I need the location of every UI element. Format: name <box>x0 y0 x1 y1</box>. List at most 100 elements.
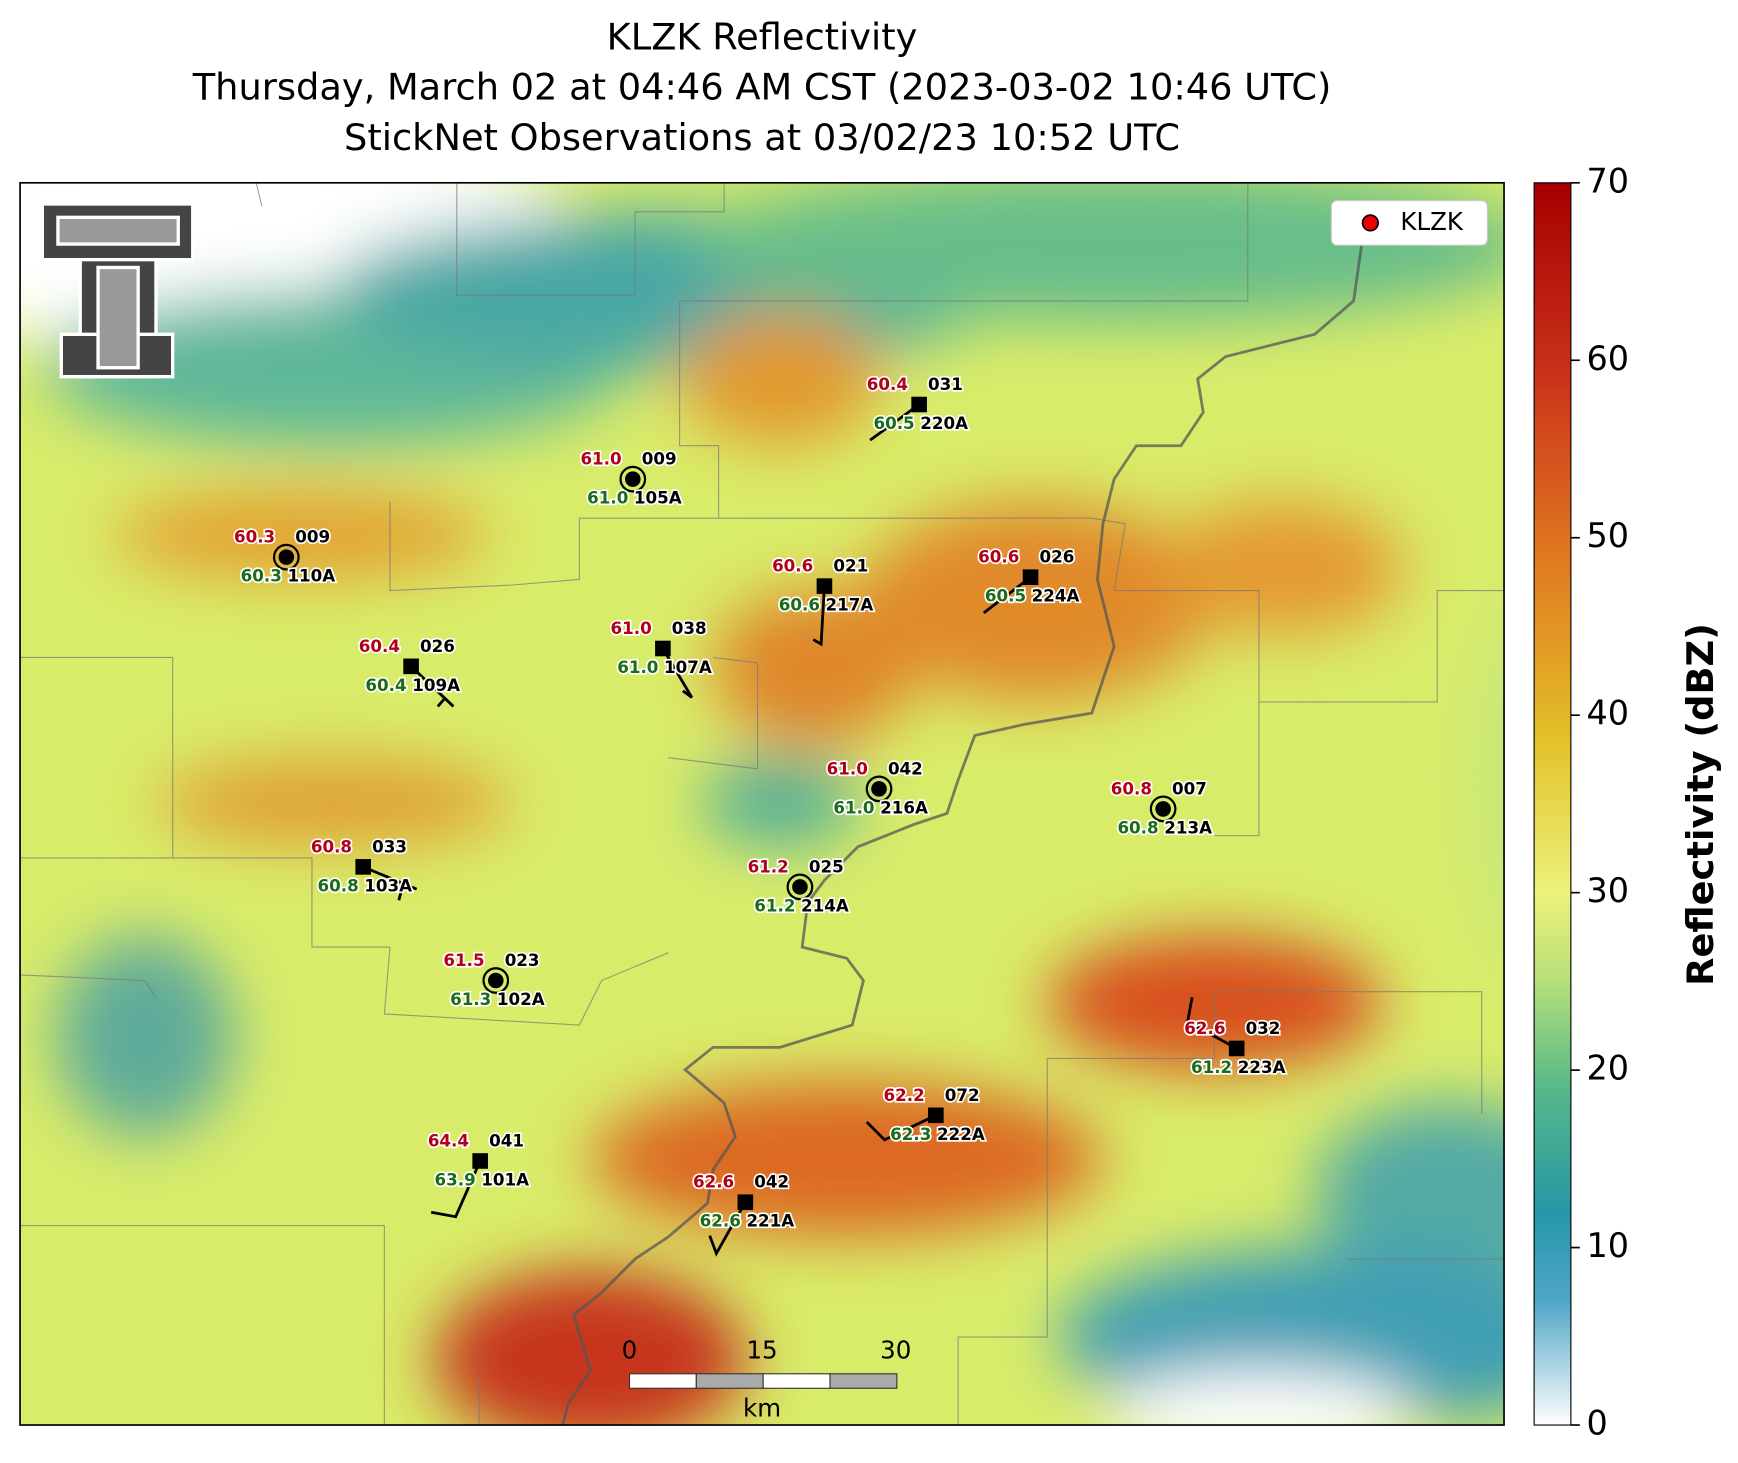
station-id: 213A <box>1164 817 1212 837</box>
station-id: 110A <box>287 566 335 586</box>
dewpoint: 60.5 <box>873 413 914 433</box>
dewpoint: 63.9 <box>435 1169 476 1189</box>
station-marker <box>655 640 671 657</box>
station-marker <box>482 967 510 994</box>
station-marker <box>865 775 893 803</box>
legend: KLZK <box>1330 200 1488 246</box>
station-marker <box>816 578 833 594</box>
station-marker <box>355 859 371 875</box>
scale-bar: 0 15 30 km <box>622 1335 912 1422</box>
temperature: 62.6 <box>693 1172 734 1192</box>
station-value: 038 <box>672 618 707 638</box>
dewpoint: 60.3 <box>241 566 282 586</box>
station-value: 026 <box>1039 547 1074 567</box>
temperature: 61.0 <box>827 758 868 778</box>
temperature: 60.4 <box>359 636 400 656</box>
temperature: 60.8 <box>1111 778 1152 798</box>
station-id: 216A <box>880 797 928 817</box>
colorbar-tick-label: 10 <box>1586 1226 1629 1265</box>
station-value: 033 <box>372 836 407 856</box>
wind-barb <box>1186 996 1238 1050</box>
subtitle: Thursday, March 02 at 04:46 AM CST (2023… <box>192 66 1332 109</box>
station-marker <box>278 549 295 565</box>
colorbar-tick-label: 20 <box>1586 1049 1629 1088</box>
colorbar-tick-label: 30 <box>1586 871 1629 910</box>
temperature: 61.2 <box>748 856 789 876</box>
temperature: 62.6 <box>1184 1018 1225 1038</box>
station-marker <box>619 465 647 493</box>
dewpoint: 62.6 <box>700 1211 741 1231</box>
dewpoint: 60.8 <box>318 875 359 895</box>
station-marker <box>871 781 887 797</box>
wind-barb <box>362 865 418 901</box>
station-id: 220A <box>920 413 968 433</box>
station-id: 102A <box>497 989 545 1009</box>
temperature: 61.0 <box>611 618 652 638</box>
station-marker <box>928 1107 944 1124</box>
wind-barb <box>865 1114 937 1142</box>
station-marker <box>625 471 641 487</box>
dewpoint: 61.2 <box>1191 1057 1232 1077</box>
dewpoint: 60.5 <box>985 586 1026 606</box>
station-marker <box>786 873 814 901</box>
station-value: 009 <box>642 449 677 469</box>
temperature: 61.5 <box>443 950 484 970</box>
dewpoint: 60.4 <box>365 675 406 695</box>
station-value: 009 <box>295 527 330 547</box>
scale-label: 15 <box>746 1335 777 1364</box>
wind-barb <box>869 403 920 442</box>
station-id: 109A <box>412 675 460 695</box>
temperature: 60.3 <box>234 527 275 547</box>
station-marker <box>403 658 419 675</box>
station-id: 224A <box>1032 586 1080 606</box>
station-value: 072 <box>945 1085 980 1105</box>
station-id: 223A <box>1238 1057 1286 1077</box>
map-frame <box>19 181 1505 1426</box>
dewpoint: 61.2 <box>754 895 795 915</box>
station-id: 214A <box>801 895 849 915</box>
wind-barb <box>661 647 694 699</box>
colorbar-tick-label: 70 <box>1586 161 1629 200</box>
station-value: 031 <box>928 374 963 394</box>
temperature: 60.6 <box>772 556 813 576</box>
station-value: 041 <box>489 1131 524 1151</box>
dewpoint: 62.3 <box>890 1124 931 1144</box>
station-id: 101A <box>481 1169 529 1189</box>
scale-label: 0 <box>622 1335 638 1364</box>
station-marker <box>792 879 808 895</box>
dewpoint: 61.0 <box>617 657 658 677</box>
station-value: 026 <box>420 636 455 656</box>
wind-barb <box>812 586 826 647</box>
station-value: 042 <box>754 1172 789 1192</box>
dewpoint: 60.8 <box>1117 817 1158 837</box>
station-marker <box>1155 801 1171 817</box>
station-id: 105A <box>634 488 682 508</box>
observation-time: StickNet Observations at 03/02/23 10:52 … <box>344 116 1180 159</box>
scale-label: 30 <box>880 1335 911 1364</box>
temperature: 60.8 <box>311 836 352 856</box>
colorbar-tick-label: 60 <box>1586 339 1629 378</box>
logo <box>40 202 195 379</box>
colorbar-tick-label: 40 <box>1586 694 1629 733</box>
temperature: 60.6 <box>978 547 1019 567</box>
dewpoint: 61.0 <box>587 488 628 508</box>
title: KLZK Reflectivity <box>607 16 918 59</box>
station-marker <box>272 543 300 571</box>
dewpoint: 61.0 <box>833 797 874 817</box>
station-marker <box>1022 569 1039 585</box>
temperature: 61.0 <box>580 449 621 469</box>
station-id: 221A <box>746 1211 794 1231</box>
temperature: 60.4 <box>867 374 908 394</box>
legend-label: KLZK <box>1400 207 1463 236</box>
station-value: 025 <box>809 856 844 876</box>
radar-map <box>20 182 1505 1426</box>
station-marker <box>472 1153 488 1169</box>
station-value: 007 <box>1172 778 1207 798</box>
wind-barb <box>430 1160 482 1219</box>
station-id: 107A <box>664 657 712 677</box>
station-id: 103A <box>364 875 412 895</box>
station-marker <box>1228 1040 1245 1057</box>
station-marker <box>911 396 927 413</box>
